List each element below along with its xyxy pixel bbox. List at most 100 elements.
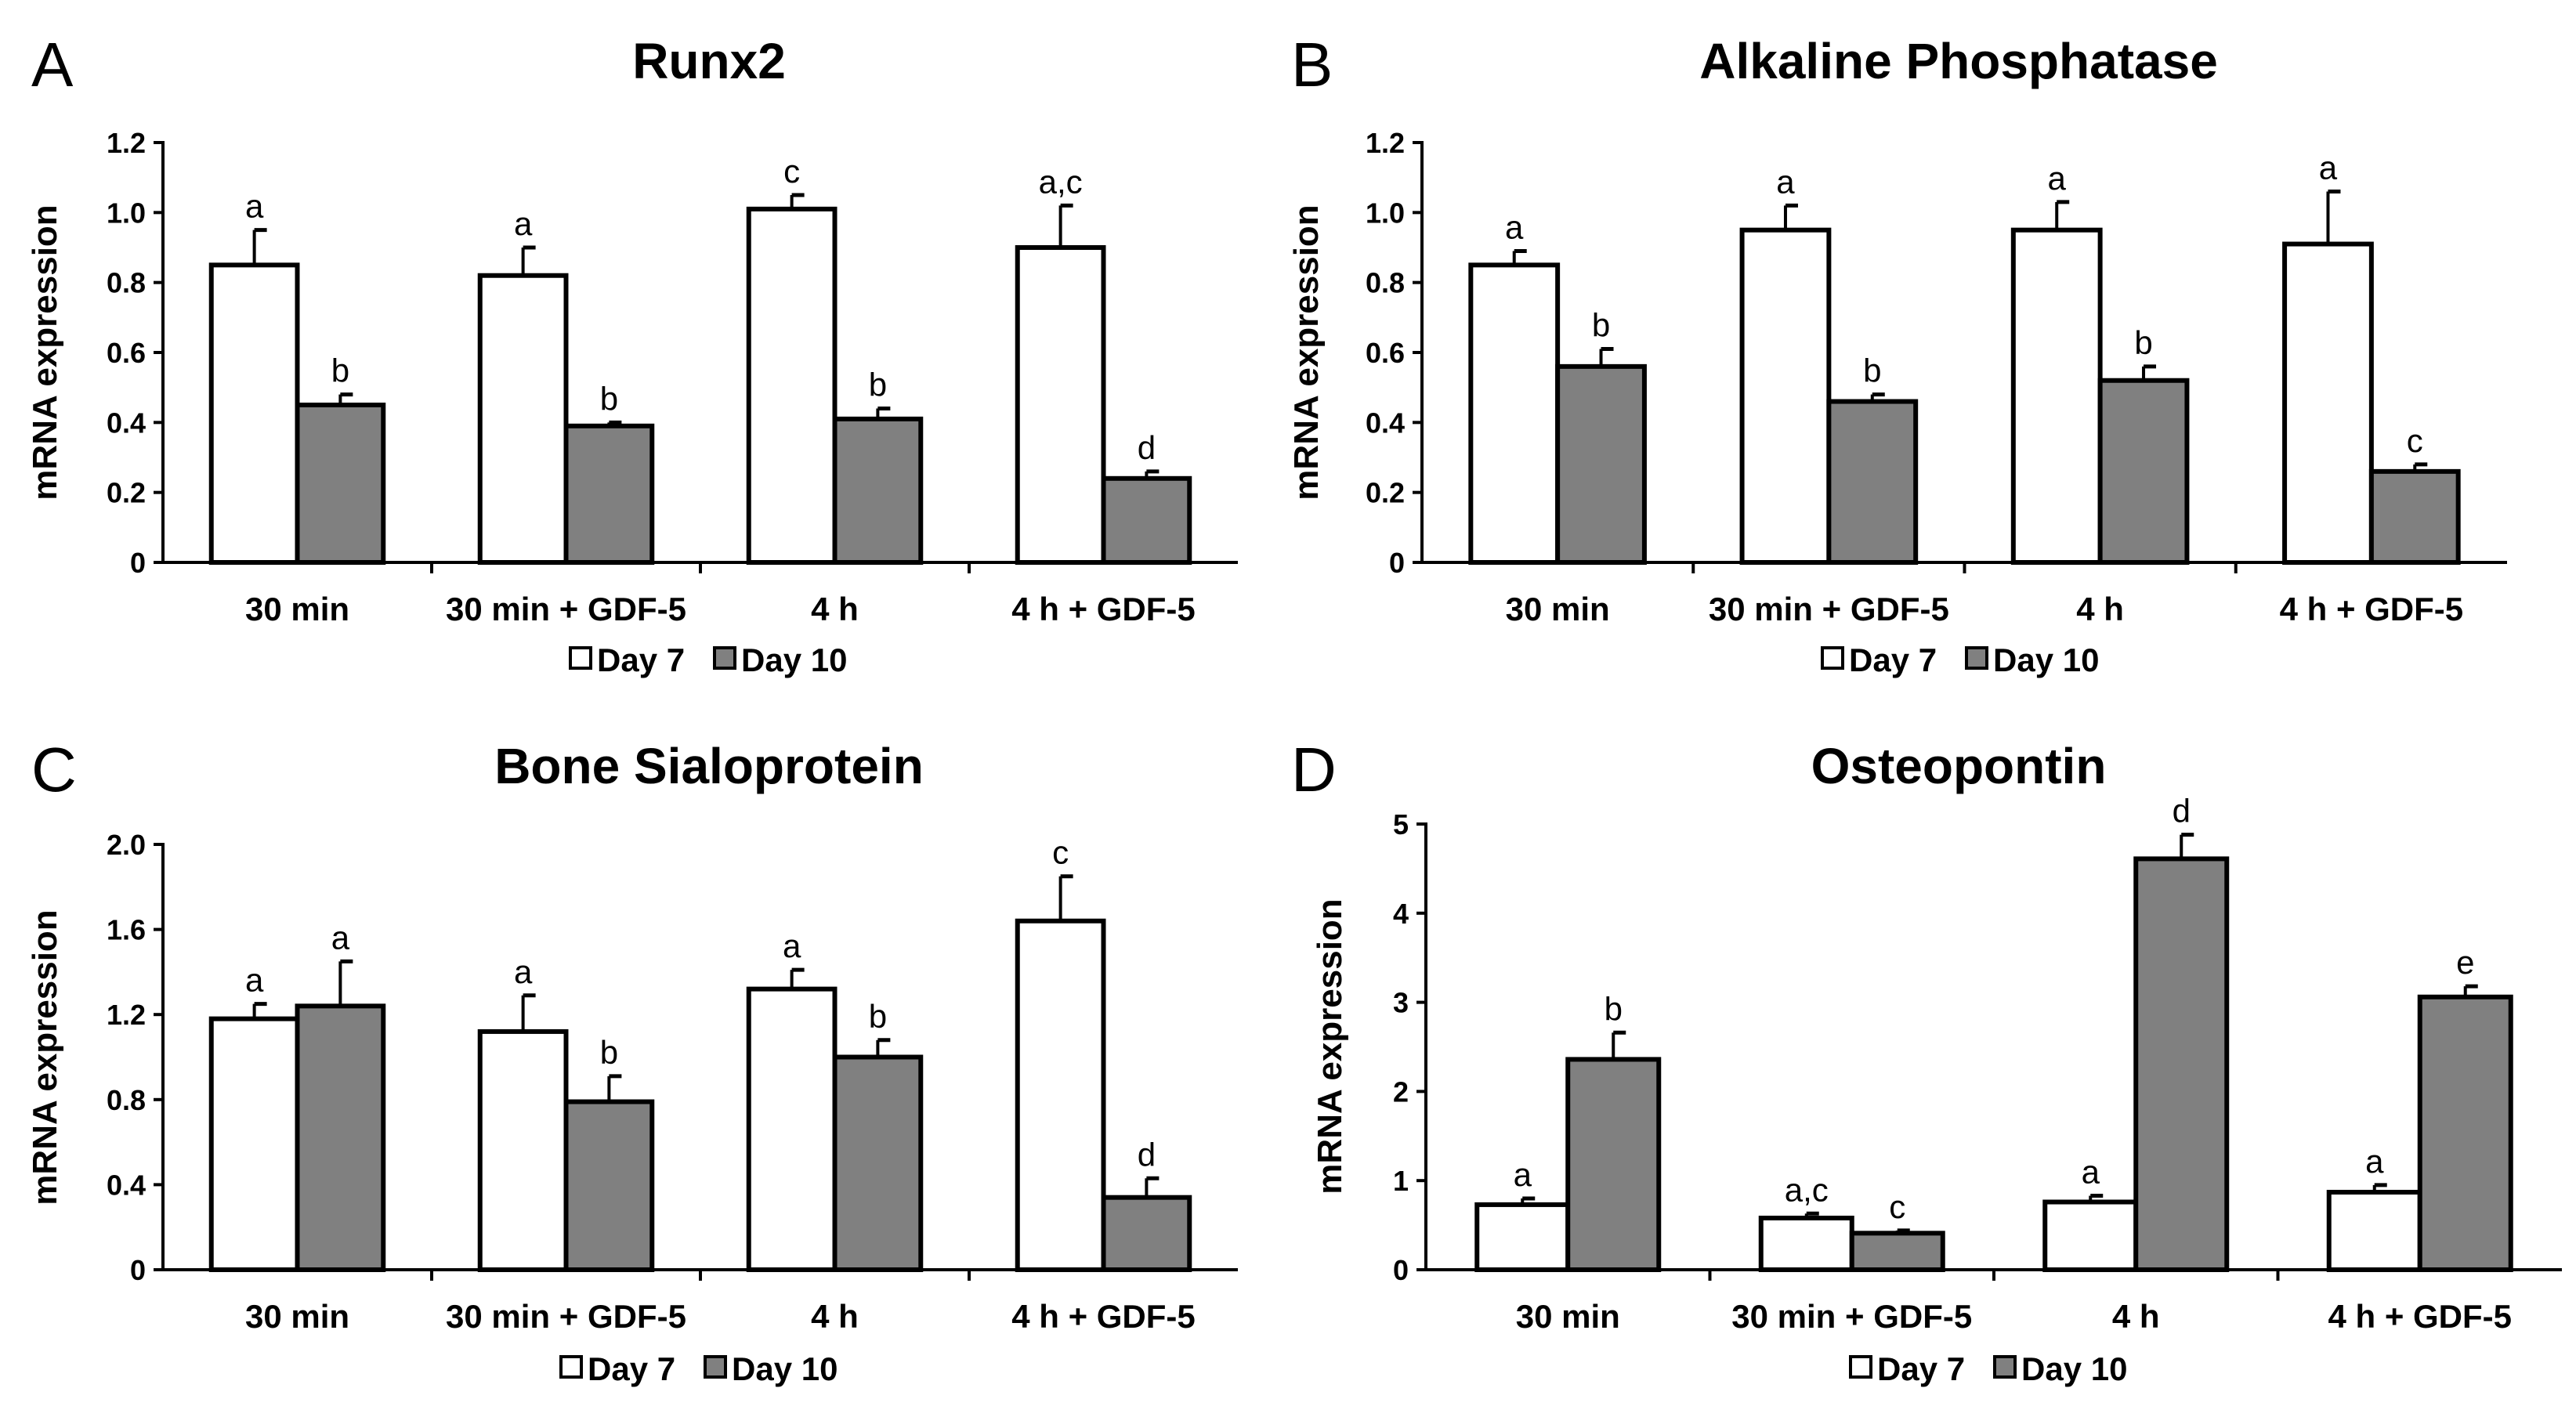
significance-label: a [1776, 163, 1795, 200]
x-tick-label: 30 min [1506, 591, 1610, 627]
x-tick-label: 4 h + GDF-5 [1011, 591, 1196, 627]
y-tick-label: 0.6 [107, 337, 146, 369]
y-tick-label: 0 [130, 1254, 146, 1286]
y-tick-label: 1 [1393, 1165, 1409, 1197]
y-tick-label: 1.0 [107, 197, 146, 229]
significance-label: a [514, 205, 533, 242]
panel-letter: A [31, 30, 74, 99]
legend: Day 7 Day 10 [1821, 642, 2099, 678]
panel-b: B Alkaline Phosphatase mRNA expression 0 0.2… [1287, 30, 2507, 678]
legend: Day 7 Day 10 [1849, 1350, 2127, 1387]
y-axis-label: mRNA expression [26, 204, 64, 500]
legend-swatch-day7 [1849, 1355, 1872, 1379]
panel-c: C Bone Sialoprotein mRNA expression 0 0.4 0.8… [26, 735, 1238, 1387]
x-tick-label: 30 min [245, 591, 349, 627]
significance-label: d [1138, 1136, 1156, 1173]
y-tick-label: 1.0 [1366, 197, 1405, 229]
legend: Day 7 Day 10 [559, 1350, 838, 1387]
bar-day10 [1565, 1057, 1662, 1272]
panel-d: D Osteopontin mRNA expression 0 1 2 3 4 5 30 min a… [1291, 735, 2562, 1387]
bar-day7 [2010, 227, 2103, 565]
significance-label: e [2456, 944, 2474, 981]
bar-day10 [2097, 378, 2190, 565]
y-tick-label: 5 [1393, 808, 1409, 840]
bar-day10 [295, 403, 386, 565]
y-tick-label: 0.4 [1366, 407, 1405, 439]
panel-title: Alkaline Phosphatase [1699, 33, 2218, 89]
significance-label: b [2134, 324, 2152, 361]
x-tick-label: 30 min + GDF-5 [1731, 1298, 1972, 1335]
y-tick-label: 1.2 [1366, 127, 1405, 159]
x-tick-label: 30 min + GDF-5 [1709, 591, 1949, 627]
y-tick-label: 0 [130, 547, 146, 579]
bar-day10 [2368, 468, 2461, 565]
significance-label: a [514, 953, 533, 990]
bar-day7 [2042, 1199, 2139, 1272]
bar-day7 [746, 206, 838, 565]
y-tick-label: 1.6 [107, 914, 146, 946]
legend-swatch-day10 [1965, 646, 1988, 670]
y-tick-label: 0.2 [1366, 477, 1405, 509]
bar-day10 [832, 1054, 924, 1272]
bar-day7 [477, 273, 569, 565]
x-tick-label: 4 h [811, 1298, 859, 1335]
bar-day10 [832, 416, 924, 565]
legend-label: Day 10 [1993, 642, 2099, 678]
bar-day7 [1468, 262, 1561, 565]
significance-label: a [2365, 1143, 2384, 1180]
bar-day7 [2326, 1189, 2422, 1273]
y-tick-label: 0 [1389, 547, 1405, 579]
y-tick-label: 0 [1393, 1254, 1409, 1286]
y-tick-label: 2 [1393, 1075, 1409, 1108]
bar-day10 [1849, 1231, 1945, 1273]
legend-label: Day 7 [1849, 642, 1937, 678]
significance-label: c [1889, 1188, 1905, 1225]
significance-label: a [2319, 150, 2338, 186]
legend-swatch-day10 [713, 646, 736, 670]
significance-label: b [331, 352, 349, 389]
y-tick-label: 1.2 [107, 999, 146, 1031]
significance-label: b [1863, 352, 1881, 389]
significance-label: b [600, 1034, 618, 1071]
y-tick-label: 4 [1393, 898, 1409, 930]
bar-day10 [563, 423, 655, 565]
panel-a: A Runx2 mRNA expression 0 0.2 0.4 0.6 0.8 1.0 1.2… [26, 30, 1238, 678]
significance-label: a [2048, 160, 2067, 197]
bar-day7 [1015, 245, 1106, 565]
bar-day7 [1758, 1215, 1854, 1272]
bar-day10 [1826, 399, 1919, 565]
bar-day10 [2417, 994, 2513, 1272]
bar-day7 [1739, 227, 1832, 565]
legend-swatch-day7 [569, 646, 592, 670]
bar-day7 [1474, 1202, 1571, 1273]
y-tick-label: 0.4 [107, 1169, 146, 1201]
bar-day10 [1101, 475, 1192, 565]
x-tick-label: 4 h [811, 591, 859, 627]
legend-label: Day 7 [1877, 1350, 1965, 1387]
legend-label: Day 7 [597, 642, 685, 678]
y-axis-label: mRNA expression [26, 909, 64, 1205]
significance-label: b [869, 998, 887, 1035]
significance-label: b [600, 380, 618, 417]
bar-day7 [1015, 918, 1106, 1272]
y-tick-label: 3 [1393, 987, 1409, 1019]
x-tick-label: 4 h + GDF-5 [1011, 1298, 1196, 1335]
significance-label: a [245, 188, 264, 225]
legend-swatch-day7 [559, 1355, 583, 1379]
y-tick-label: 0.6 [1366, 337, 1405, 369]
significance-label: a,c [1039, 163, 1083, 200]
legend-swatch-day7 [1821, 646, 1844, 670]
x-tick-label: 30 min + GDF-5 [446, 591, 686, 627]
y-tick-label: 0.8 [107, 1084, 146, 1116]
x-tick-label: 4 h [2112, 1298, 2160, 1335]
legend-label: Day 10 [732, 1350, 838, 1387]
significance-label: d [2173, 793, 2191, 830]
significance-label: c [1052, 834, 1069, 871]
bar-day10 [295, 1003, 386, 1272]
y-tick-label: 0.2 [107, 477, 146, 509]
y-tick-label: 0.4 [107, 407, 146, 439]
legend-swatch-day10 [704, 1355, 727, 1379]
significance-label: b [1605, 990, 1623, 1027]
